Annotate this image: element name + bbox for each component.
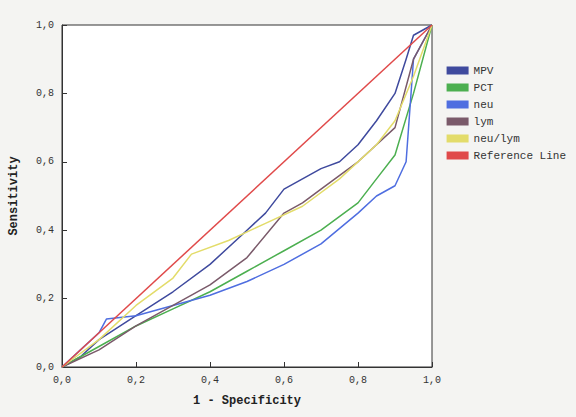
svg-text:0,6: 0,6 bbox=[275, 375, 293, 386]
svg-text:0,4: 0,4 bbox=[36, 225, 54, 236]
svg-text:0,0: 0,0 bbox=[53, 375, 71, 386]
svg-text:MPV: MPV bbox=[474, 65, 494, 77]
svg-text:0,4: 0,4 bbox=[201, 375, 219, 386]
svg-text:neu/lym: neu/lym bbox=[474, 133, 521, 145]
svg-text:1 - Specificity: 1 - Specificity bbox=[193, 394, 301, 408]
svg-text:0,2: 0,2 bbox=[36, 293, 54, 304]
svg-text:0,6: 0,6 bbox=[36, 156, 54, 167]
svg-text:0,0: 0,0 bbox=[36, 362, 54, 373]
svg-text:0,8: 0,8 bbox=[36, 88, 54, 99]
svg-text:neu: neu bbox=[474, 99, 494, 111]
svg-text:1,0: 1,0 bbox=[423, 375, 441, 386]
svg-text:PCT: PCT bbox=[474, 82, 494, 94]
svg-text:0,2: 0,2 bbox=[127, 375, 145, 386]
svg-text:Sensitivity: Sensitivity bbox=[7, 156, 21, 235]
svg-text:Reference Line: Reference Line bbox=[474, 150, 566, 162]
svg-text:lym: lym bbox=[474, 116, 494, 128]
svg-text:0,8: 0,8 bbox=[349, 375, 367, 386]
svg-text:1,0: 1,0 bbox=[36, 20, 54, 31]
